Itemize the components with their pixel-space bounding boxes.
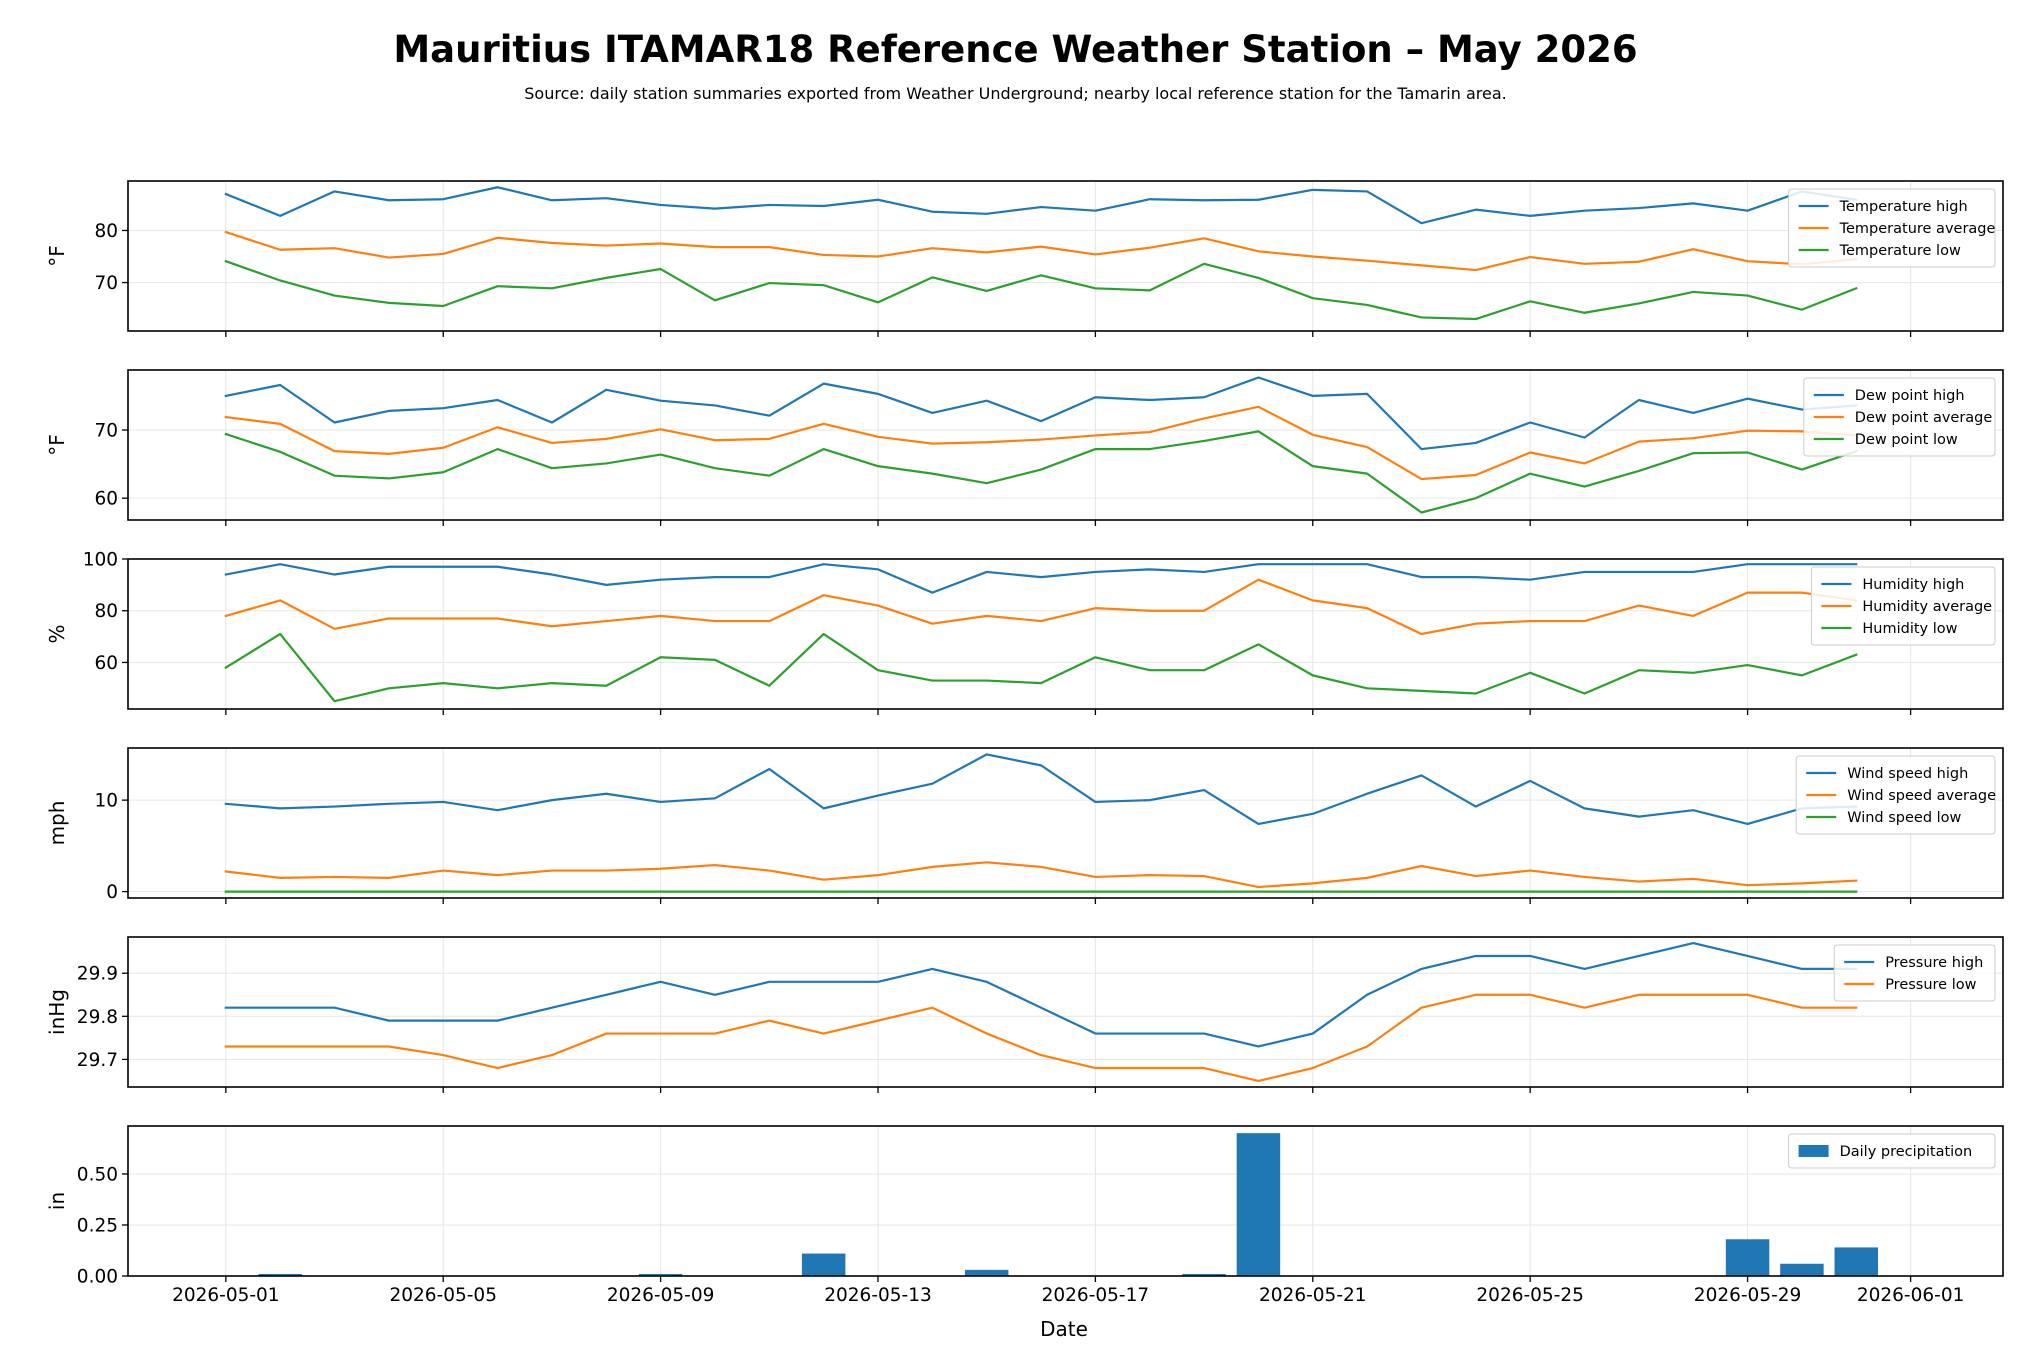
panels-layer: 70 80 °F Temperature high Temperature averag… xyxy=(45,180,2004,1306)
precip-bar xyxy=(1182,1273,1226,1276)
panel-5: 29.7 29.8 29.9 inHg Pressure high Pressure lo… xyxy=(45,936,2004,1093)
legend-label: Pressure low xyxy=(1885,977,1976,993)
data-layer xyxy=(224,563,1858,703)
x-tick-label: 2026-05-29 xyxy=(1694,1285,1802,1306)
panel-frame xyxy=(127,369,2004,521)
x-tick-label: 2026-05-25 xyxy=(1476,1285,1584,1306)
data-layer xyxy=(224,376,1858,514)
panel-frame xyxy=(127,936,2004,1088)
precip-bar xyxy=(801,1253,846,1276)
precip-bar xyxy=(1236,1133,1281,1276)
legend-label: Wind speed average xyxy=(1847,788,1996,804)
legend-label: Daily precipitation xyxy=(1840,1144,1973,1160)
legend-label: Pressure high xyxy=(1885,955,1983,971)
y-tick-label: 80 xyxy=(94,601,118,622)
series-line xyxy=(224,186,1858,225)
precip-bar xyxy=(638,1273,683,1276)
precip-bar xyxy=(1834,1247,1878,1276)
precip-bar xyxy=(1725,1239,1770,1276)
series-line xyxy=(224,941,1858,1048)
y-tick-label: 70 xyxy=(94,273,118,294)
series-line xyxy=(224,405,1858,481)
data-layer xyxy=(224,753,1858,893)
series-line xyxy=(224,993,1858,1083)
legend-box xyxy=(1803,377,1996,457)
series-line xyxy=(224,632,1858,703)
series-line xyxy=(224,376,1858,451)
panel-frame xyxy=(127,558,2004,710)
x-tick-label: 2026-05-01 xyxy=(172,1285,280,1306)
x-tick-label: 2026-05-05 xyxy=(389,1285,497,1306)
y-tick-label: 80 xyxy=(94,221,118,242)
panel-frame xyxy=(127,180,2004,332)
y-tick-label: 60 xyxy=(94,489,118,510)
legend-box xyxy=(1788,188,1996,268)
legend-label: Humidity high xyxy=(1862,577,1964,593)
data-layer xyxy=(258,1133,1878,1276)
y-axis-label: % xyxy=(45,624,69,643)
legend-box xyxy=(1788,1133,1996,1169)
precip-bar xyxy=(258,1273,302,1276)
panel-3: 60 80 100% Humidity high Humidity average Hum… xyxy=(45,550,2004,715)
legend-label: Wind speed high xyxy=(1847,766,1968,782)
series-line xyxy=(224,430,1858,514)
panel-2: 60 70 °F Dew point high Dew point average Dew… xyxy=(45,369,2004,526)
legend-label: Temperature average xyxy=(1839,221,1996,237)
legend-label: Humidity low xyxy=(1862,621,1957,637)
legend-label: Temperature high xyxy=(1839,199,1968,215)
x-tick-label: 2026-05-13 xyxy=(824,1285,932,1306)
series-line xyxy=(224,861,1858,889)
legend-box xyxy=(1795,755,1996,835)
legend-label: Temperature low xyxy=(1839,243,1961,259)
panel-6: 0.00 0.25 0.50 2026-05-01 2026-05-05 2026-05-… xyxy=(45,1125,2004,1306)
precip-bar xyxy=(964,1269,1009,1276)
x-tick-label: 2026-05-09 xyxy=(607,1285,715,1306)
y-tick-label: 0.00 xyxy=(77,1267,118,1288)
y-tick-label: 0.50 xyxy=(77,1164,118,1185)
y-axis-label: °F xyxy=(45,434,69,456)
legend-label: Humidity average xyxy=(1862,599,1992,615)
y-tick-label: 29.7 xyxy=(77,1050,118,1071)
y-axis-label: inHg xyxy=(45,989,69,1035)
x-tick-label: 2026-05-21 xyxy=(1259,1285,1367,1306)
panel-frame xyxy=(127,1125,2004,1277)
y-tick-label: 100 xyxy=(83,550,118,571)
legend-label: Dew point high xyxy=(1855,388,1965,404)
y-tick-label: 0.25 xyxy=(77,1215,118,1236)
legend-label: Dew point low xyxy=(1855,432,1958,448)
legend-box xyxy=(1833,944,1996,1002)
series-line xyxy=(224,259,1858,321)
legend-label: Wind speed low xyxy=(1847,810,1961,826)
series-line xyxy=(224,230,1858,272)
y-tick-label: 29.8 xyxy=(77,1007,118,1028)
y-tick-label: 70 xyxy=(94,421,118,442)
y-tick-label: 29.9 xyxy=(77,964,118,985)
y-tick-label: 0 xyxy=(106,882,118,903)
precip-bar xyxy=(1780,1263,1824,1276)
y-axis-label: in xyxy=(45,1192,69,1210)
legend-box xyxy=(1810,566,1996,646)
chart-subtitle: Source: daily station summaries exported… xyxy=(524,84,1507,103)
y-axis-label: mph xyxy=(45,801,69,846)
y-tick-label: 10 xyxy=(94,791,118,812)
y-tick-label: 60 xyxy=(94,653,118,674)
data-layer xyxy=(224,941,1858,1083)
panel-frame xyxy=(127,747,2004,899)
series-line xyxy=(224,563,1858,594)
panel-1: 70 80 °F Temperature high Temperature averag… xyxy=(45,180,2004,337)
data-layer xyxy=(224,186,1858,321)
x-axis-label: Date xyxy=(1040,1317,1088,1341)
y-axis-label: °F xyxy=(45,245,69,267)
series-line xyxy=(224,578,1858,636)
x-tick-label: 2026-06-01 xyxy=(1857,1285,1965,1306)
panel-4: 0 10 mph Wind speed high Wind speed average W… xyxy=(45,747,2004,904)
legend-label: Dew point average xyxy=(1855,410,1993,426)
series-line xyxy=(224,753,1858,826)
x-tick-label: 2026-05-17 xyxy=(1042,1285,1150,1306)
legend-swatch xyxy=(1798,1145,1829,1157)
chart-title: Mauritius ITAMAR18 Reference Weather Sta… xyxy=(393,28,1638,71)
